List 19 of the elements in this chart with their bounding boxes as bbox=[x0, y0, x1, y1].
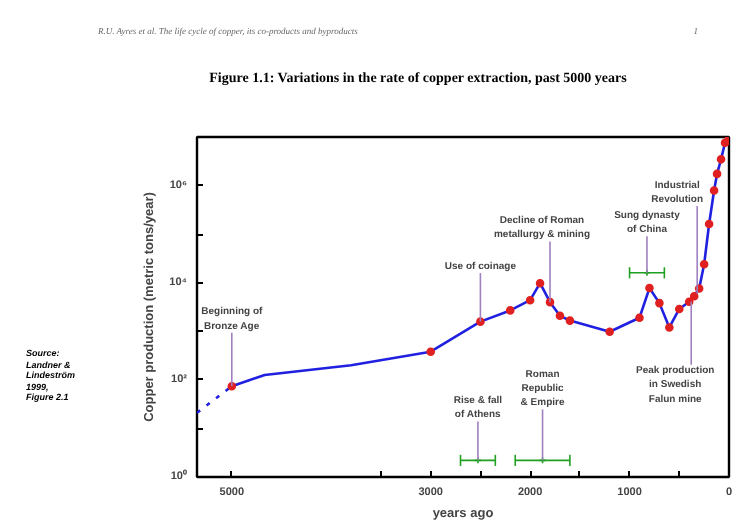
point bbox=[720, 138, 729, 148]
point bbox=[689, 292, 699, 301]
point bbox=[699, 259, 709, 269]
point bbox=[712, 169, 722, 179]
point bbox=[655, 298, 664, 308]
point bbox=[665, 323, 674, 332]
point bbox=[525, 295, 535, 305]
point bbox=[565, 316, 575, 325]
point bbox=[674, 304, 684, 314]
point bbox=[704, 219, 714, 229]
point bbox=[426, 347, 435, 356]
point bbox=[645, 283, 654, 293]
point bbox=[535, 278, 545, 288]
point bbox=[635, 313, 644, 323]
point bbox=[605, 327, 614, 336]
point bbox=[716, 155, 726, 164]
point bbox=[709, 186, 719, 195]
point bbox=[555, 311, 565, 321]
point bbox=[505, 306, 515, 315]
